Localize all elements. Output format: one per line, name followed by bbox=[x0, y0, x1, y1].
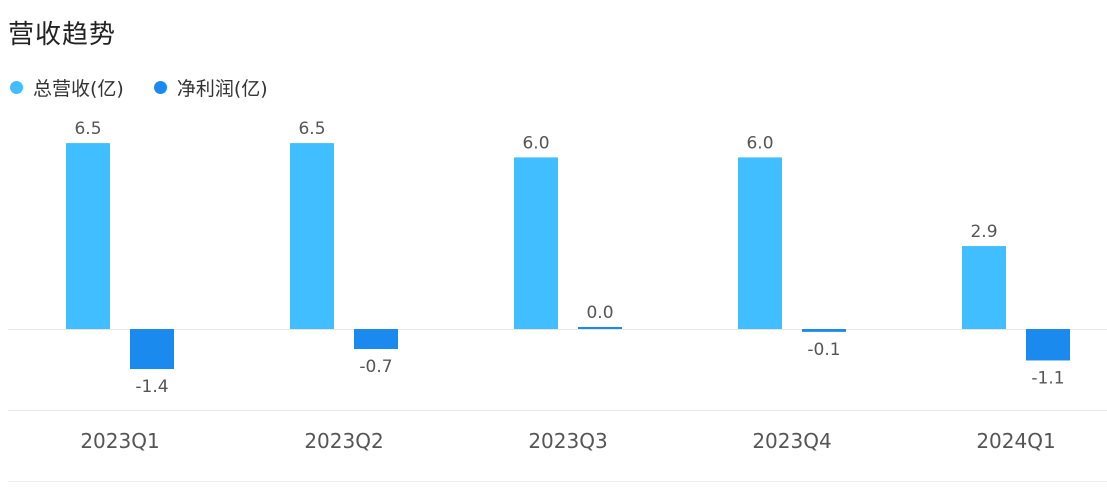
legend-label-revenue: 总营收(亿) bbox=[33, 78, 124, 100]
legend-dot-revenue-icon bbox=[10, 81, 23, 94]
data-label-net-profit-2023Q2: -0.7 bbox=[359, 357, 392, 377]
chart-title: 营收趋势 bbox=[8, 20, 117, 50]
data-label-net-profit-2023Q1: -1.4 bbox=[135, 377, 168, 397]
bar-revenue-2023Q3[interactable] bbox=[514, 157, 558, 329]
bar-revenue-2023Q2[interactable] bbox=[290, 143, 334, 329]
bar-net-profit-2024Q1[interactable] bbox=[1026, 329, 1070, 361]
bar-net-profit-2023Q2[interactable] bbox=[354, 329, 398, 350]
bar-revenue-2024Q1[interactable] bbox=[962, 246, 1006, 329]
data-label-revenue-2024Q1: 2.9 bbox=[970, 222, 997, 242]
bar-revenue-2023Q1[interactable] bbox=[66, 143, 110, 329]
data-label-revenue-2023Q2: 6.5 bbox=[298, 119, 325, 139]
x-tick-label-2023Q2: 2023Q2 bbox=[304, 429, 383, 453]
legend-dot-net-profit-icon bbox=[153, 81, 167, 94]
x-tick-label-2023Q1: 2023Q1 bbox=[80, 429, 159, 453]
bar-net-profit-2023Q4[interactable] bbox=[802, 329, 846, 332]
data-label-net-profit-2023Q3: 0.0 bbox=[586, 303, 613, 323]
legend-item-net-profit[interactable]: 净利润(亿) bbox=[153, 74, 268, 101]
data-label-revenue-2023Q4: 6.0 bbox=[746, 133, 773, 153]
data-label-revenue-2023Q1: 6.5 bbox=[74, 119, 101, 139]
legend-label-net-profit: 净利润(亿) bbox=[176, 78, 268, 100]
bar-net-profit-2023Q3[interactable] bbox=[578, 327, 622, 329]
bar-net-profit-2023Q1[interactable] bbox=[130, 329, 174, 370]
data-label-net-profit-2024Q1: -1.1 bbox=[1031, 368, 1064, 388]
data-label-net-profit-2023Q4: -0.1 bbox=[807, 340, 840, 360]
x-tick-label-2023Q4: 2023Q4 bbox=[752, 429, 831, 453]
data-label-revenue-2023Q3: 6.0 bbox=[522, 133, 549, 153]
bar-revenue-2023Q4[interactable] bbox=[738, 157, 782, 329]
x-tick-label-2023Q3: 2023Q3 bbox=[528, 429, 607, 453]
legend-item-revenue[interactable]: 总营收(亿) bbox=[10, 74, 124, 101]
legend: 总营收(亿) 净利润(亿) bbox=[10, 74, 298, 101]
x-tick-label-2024Q1: 2024Q1 bbox=[976, 429, 1055, 453]
